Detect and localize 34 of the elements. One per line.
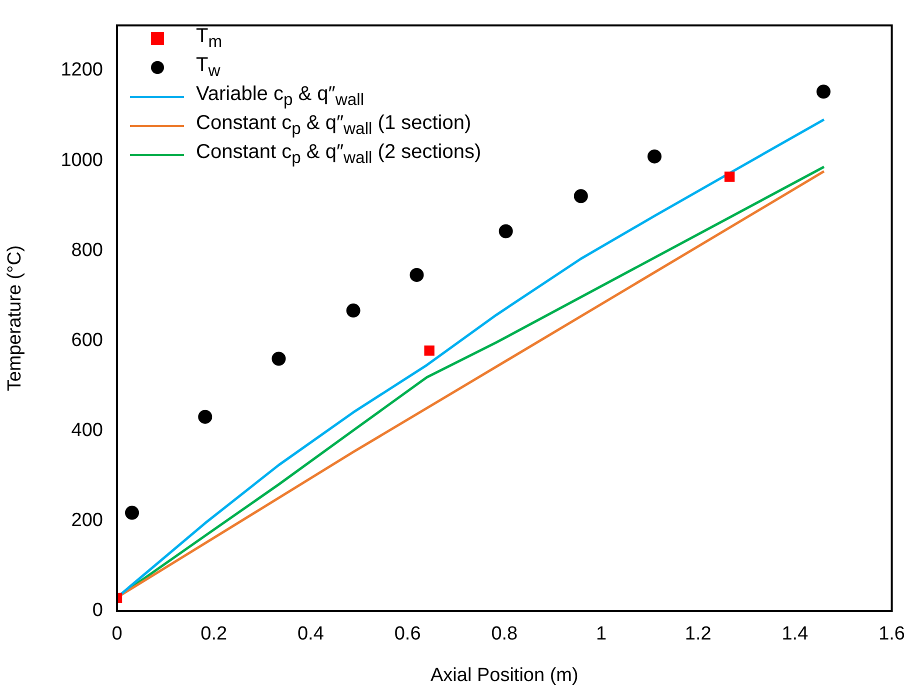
point: [272, 352, 286, 366]
legend-label: Constant c$_{p}$ & q″$_{wall}$ (2 sections): [196, 141, 482, 168]
y-tick-label: 400: [71, 420, 103, 442]
y-tick-label: 600: [71, 330, 103, 351]
point: [724, 172, 735, 182]
y-tick-label: 1000: [60, 150, 103, 171]
x-tick-label: 0: [112, 624, 122, 645]
point: [198, 410, 212, 424]
point: [410, 268, 424, 282]
legend-label: Constant c$_{p}$ & q″$_{wall}$ (1 section): [196, 112, 472, 139]
y-axis-title: Temperature (°C): [4, 245, 26, 392]
point: [648, 149, 662, 164]
x-tick-label: 0.8: [491, 624, 518, 645]
point: [346, 304, 360, 318]
y-tick-label: 0: [92, 600, 103, 622]
y-tick-label: 1200: [60, 60, 103, 81]
x-tick-label: 0.2: [200, 624, 228, 645]
y-tick-label: 200: [71, 510, 103, 532]
x-tick-label: 1.2: [684, 624, 712, 645]
x-tick-label: 0.4: [297, 624, 324, 645]
point: [498, 224, 513, 238]
point: [816, 84, 831, 99]
x-tick-label: 0.6: [394, 624, 421, 645]
point: [424, 346, 434, 356]
point: [125, 506, 140, 520]
point: [574, 189, 588, 204]
x-tick-label: 1.6: [878, 624, 906, 645]
legend-label: T$_{m}$: [196, 25, 222, 52]
x-tick-label: 1: [596, 624, 607, 645]
x-axis-title: Axial Position (m): [430, 664, 578, 686]
x-tick-label: 1.4: [782, 624, 809, 645]
legend-label: T$_{w}$: [196, 54, 220, 81]
legend-label: Variable c$_{p}$ & q″$_{wall}$: [196, 83, 364, 110]
y-tick-label: 800: [71, 240, 103, 261]
